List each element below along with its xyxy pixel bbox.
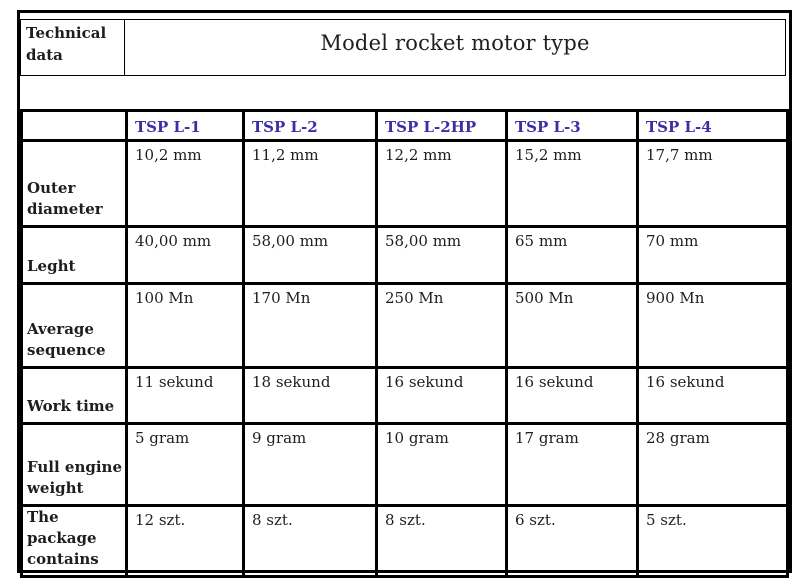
table-row-leght: Leght 40,00 mm 58,00 mm 58,00 mm 65 mm 7… [20, 225, 789, 285]
value-cell: 11 sekund [125, 366, 245, 425]
row-label: Work time [20, 366, 128, 425]
value-cell: 18 sekund [242, 366, 378, 425]
value-cell: 17 gram [505, 422, 639, 507]
table-row-work-time: Work time 11 sekund 18 sekund 16 sekund … [20, 366, 789, 425]
row-label: Average sequence [20, 282, 128, 369]
title-row: Technical data Model rocket motor type [20, 19, 786, 76]
data-grid: TSP L-1 TSP L-2 TSP L-2HP TSP L-3 TSP L-… [20, 109, 789, 578]
value-cell: 58,00 mm [242, 225, 378, 285]
row-label: The package contains [20, 504, 128, 578]
column-header-tsp-l2hp: TSP L-2HP [375, 109, 508, 142]
value-cell: 16 sekund [375, 366, 508, 425]
value-cell: 5 gram [125, 422, 245, 507]
value-cell: 500 Mn [505, 282, 639, 369]
value-cell: 170 Mn [242, 282, 378, 369]
value-cell: 10 gram [375, 422, 508, 507]
table-row-full-engine-weight: Full engine weight 5 gram 9 gram 10 gram… [20, 422, 789, 507]
value-cell: 40,00 mm [125, 225, 245, 285]
column-header-tsp-l1: TSP L-1 [125, 109, 245, 142]
value-cell: 5 szt. [636, 504, 789, 578]
value-cell: 8 szt. [242, 504, 378, 578]
row-label: Outer diameter [20, 139, 128, 228]
corner-empty-cell [20, 109, 128, 142]
value-cell: 8 szt. [375, 504, 508, 578]
value-cell: 58,00 mm [375, 225, 508, 285]
value-cell: 12,2 mm [375, 139, 508, 228]
row-label: Leght [20, 225, 128, 285]
column-header-row: TSP L-1 TSP L-2 TSP L-2HP TSP L-3 TSP L-… [20, 109, 789, 142]
value-cell: 100 Mn [125, 282, 245, 369]
column-header-tsp-l2: TSP L-2 [242, 109, 378, 142]
value-cell: 65 mm [505, 225, 639, 285]
rocket-motor-spec-table: Technical data Model rocket motor type T… [17, 10, 792, 578]
row-label: Full engine weight [20, 422, 128, 507]
column-header-tsp-l4: TSP L-4 [636, 109, 789, 142]
table-row-package-contains: The package contains 12 szt. 8 szt. 8 sz… [20, 504, 789, 578]
value-cell: 250 Mn [375, 282, 508, 369]
value-cell: 9 gram [242, 422, 378, 507]
technical-data-header: Technical data [21, 20, 125, 75]
column-header-tsp-l3: TSP L-3 [505, 109, 639, 142]
table-title: Model rocket motor type [320, 30, 590, 55]
table-row-outer-diameter: Outer diameter 10,2 mm 11,2 mm 12,2 mm 1… [20, 139, 789, 228]
value-cell: 900 Mn [636, 282, 789, 369]
value-cell: 6 szt. [505, 504, 639, 578]
value-cell: 11,2 mm [242, 139, 378, 228]
table-row-average-sequence: Average sequence 100 Mn 170 Mn 250 Mn 50… [20, 282, 789, 369]
value-cell: 15,2 mm [505, 139, 639, 228]
value-cell: 28 gram [636, 422, 789, 507]
value-cell: 17,7 mm [636, 139, 789, 228]
value-cell: 12 szt. [125, 504, 245, 578]
value-cell: 10,2 mm [125, 139, 245, 228]
value-cell: 70 mm [636, 225, 789, 285]
value-cell: 16 sekund [636, 366, 789, 425]
value-cell: 16 sekund [505, 366, 639, 425]
